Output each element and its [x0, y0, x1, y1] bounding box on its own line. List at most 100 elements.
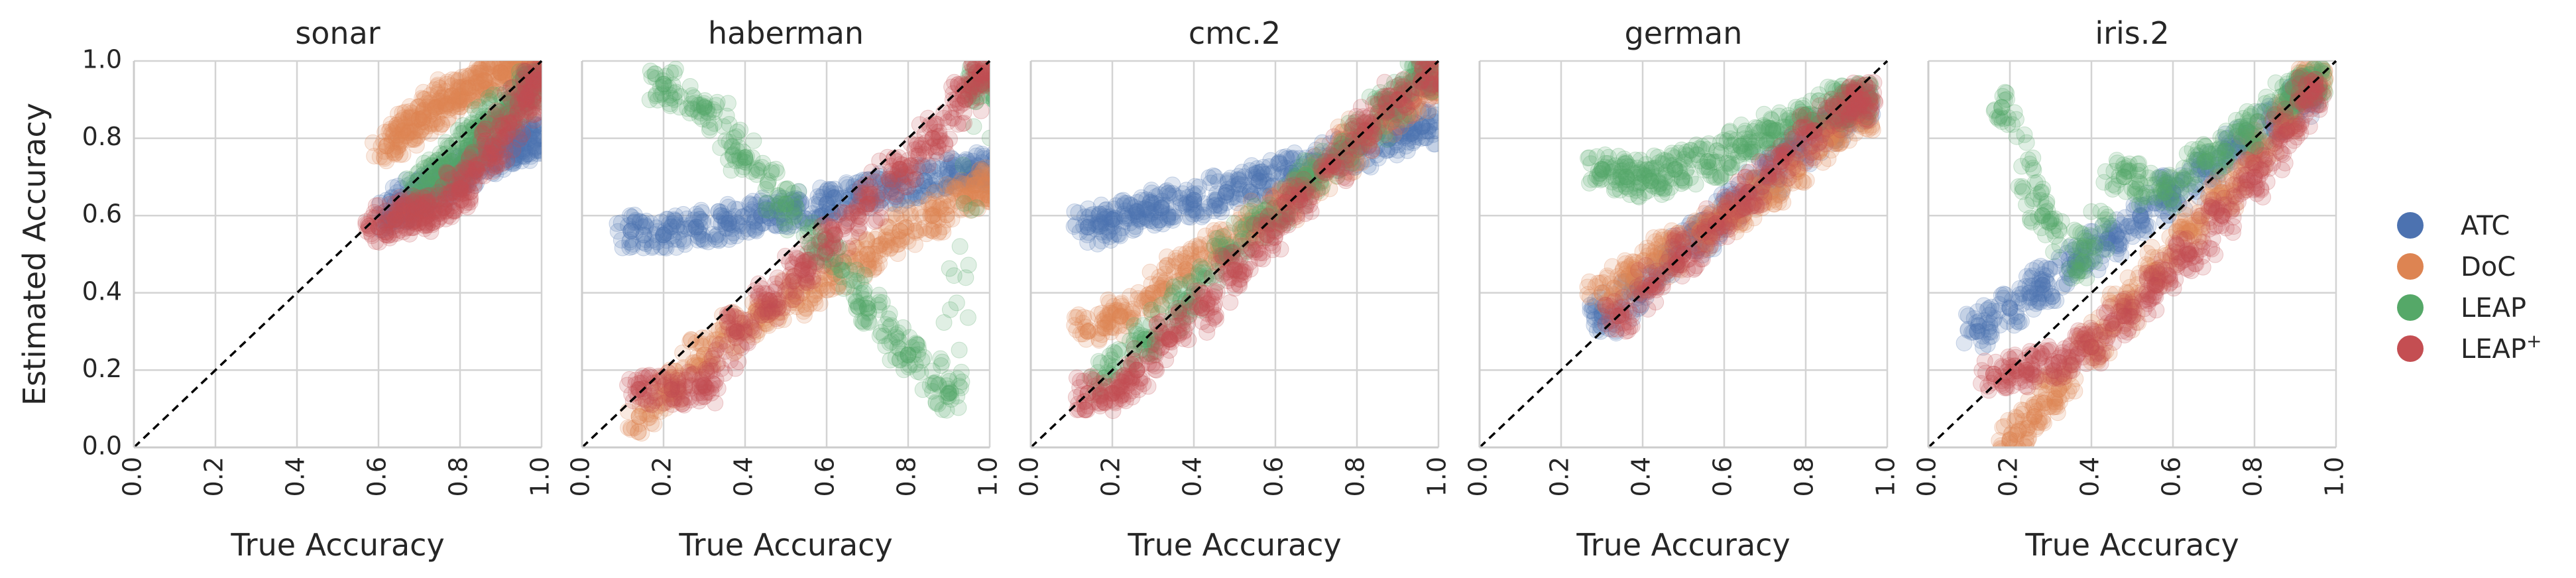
data-point	[485, 69, 502, 86]
data-point	[872, 236, 889, 253]
data-point	[908, 336, 925, 353]
data-point	[448, 167, 465, 184]
data-point	[626, 213, 644, 231]
data-point	[485, 61, 502, 74]
data-point	[1181, 196, 1199, 213]
data-point	[409, 189, 426, 206]
data-point	[497, 62, 514, 79]
data-point	[872, 192, 889, 209]
data-point	[876, 241, 893, 258]
data-point	[850, 299, 868, 316]
data-point	[675, 217, 693, 234]
data-point	[991, 81, 1007, 97]
data-point	[1439, 66, 1455, 82]
data-point	[1436, 68, 1438, 78]
data-point	[455, 167, 473, 184]
data-point	[465, 168, 482, 186]
data-point	[833, 255, 850, 272]
data-point	[862, 251, 880, 268]
data-point	[664, 227, 681, 245]
data-point	[488, 158, 505, 175]
data-point	[448, 91, 465, 108]
data-point	[357, 216, 375, 233]
data-point	[845, 197, 862, 214]
data-point	[481, 66, 498, 83]
data-point	[530, 71, 542, 88]
data-point	[525, 86, 542, 103]
data-point	[445, 202, 462, 219]
data-point	[838, 174, 855, 192]
data-point	[481, 131, 498, 148]
data-point	[416, 189, 434, 206]
data-point	[817, 230, 835, 247]
data-point	[483, 145, 500, 162]
data-point	[528, 138, 542, 155]
data-point	[943, 211, 961, 228]
data-point	[881, 334, 898, 351]
data-point	[489, 140, 506, 157]
data-point	[394, 223, 412, 241]
data-point	[819, 193, 837, 210]
data-point	[772, 217, 790, 235]
data-point	[465, 120, 482, 137]
data-point	[725, 321, 742, 339]
data-point	[699, 100, 716, 117]
data-point	[463, 129, 481, 146]
data-point	[535, 61, 542, 75]
data-point	[757, 312, 774, 329]
data-point	[780, 206, 797, 223]
data-point	[475, 62, 492, 79]
data-point	[654, 72, 672, 89]
data-point	[932, 198, 949, 215]
data-point	[786, 192, 803, 209]
data-point	[750, 321, 768, 339]
data-point	[699, 112, 717, 129]
data-point	[749, 160, 766, 177]
data-point	[859, 188, 876, 205]
data-point	[860, 313, 877, 330]
data-point	[495, 106, 512, 123]
data-point	[758, 195, 776, 212]
data-point	[443, 184, 460, 201]
x-tick-label: 1.0	[526, 457, 555, 496]
data-point	[384, 226, 401, 243]
data-point	[397, 194, 414, 211]
data-point	[970, 200, 987, 217]
data-point	[391, 222, 408, 239]
data-point	[453, 173, 471, 190]
data-point	[809, 219, 827, 236]
data-point	[940, 388, 957, 406]
data-point	[504, 114, 521, 131]
data-point	[984, 166, 990, 183]
data-point	[476, 72, 493, 89]
data-point	[484, 146, 501, 163]
data-point	[493, 61, 510, 76]
data-point	[646, 416, 663, 433]
data-point	[776, 181, 793, 198]
data-point	[650, 372, 668, 389]
data-point	[986, 195, 990, 209]
data-point	[467, 82, 485, 99]
data-point	[1200, 316, 1217, 333]
data-point	[791, 192, 808, 209]
data-point	[773, 205, 790, 223]
data-point	[700, 355, 717, 372]
data-point	[878, 218, 895, 235]
data-point	[925, 162, 942, 180]
data-point	[511, 94, 528, 111]
data-point	[715, 333, 732, 350]
data-point	[371, 233, 388, 251]
data-point	[459, 150, 477, 168]
data-point	[884, 166, 902, 184]
data-point	[516, 143, 534, 160]
data-point	[954, 189, 971, 206]
data-point	[614, 239, 631, 257]
data-point	[911, 221, 928, 239]
data-point	[907, 170, 925, 188]
data-point	[406, 193, 423, 210]
data-point	[793, 212, 811, 229]
data-point	[664, 369, 681, 386]
data-point	[939, 168, 956, 186]
data-point	[432, 208, 449, 225]
data-point	[845, 184, 862, 201]
